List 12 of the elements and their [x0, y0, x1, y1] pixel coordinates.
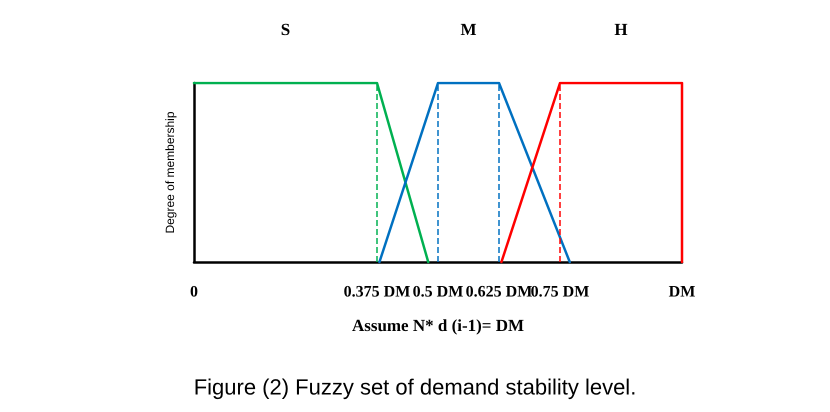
x-tick-label: 0.5 DM	[412, 284, 464, 300]
x-tick-label: 0.625 DM	[466, 284, 532, 300]
x-tick-label: 0.375 DM	[344, 284, 410, 300]
text: Figure (2) Fuzzy set of demand stability level.	[194, 374, 636, 400]
text: H	[614, 20, 628, 39]
text: S	[280, 20, 290, 39]
text: M	[460, 20, 477, 39]
y-axis-title: Degree of membership	[163, 111, 177, 234]
x-tick-label: 0	[190, 284, 198, 300]
x-tick-label: 0.75 DM	[530, 284, 590, 300]
x-tick-label: DM	[668, 284, 696, 300]
x-axis-title: Assume N* d (i-1)= DM	[352, 316, 524, 335]
